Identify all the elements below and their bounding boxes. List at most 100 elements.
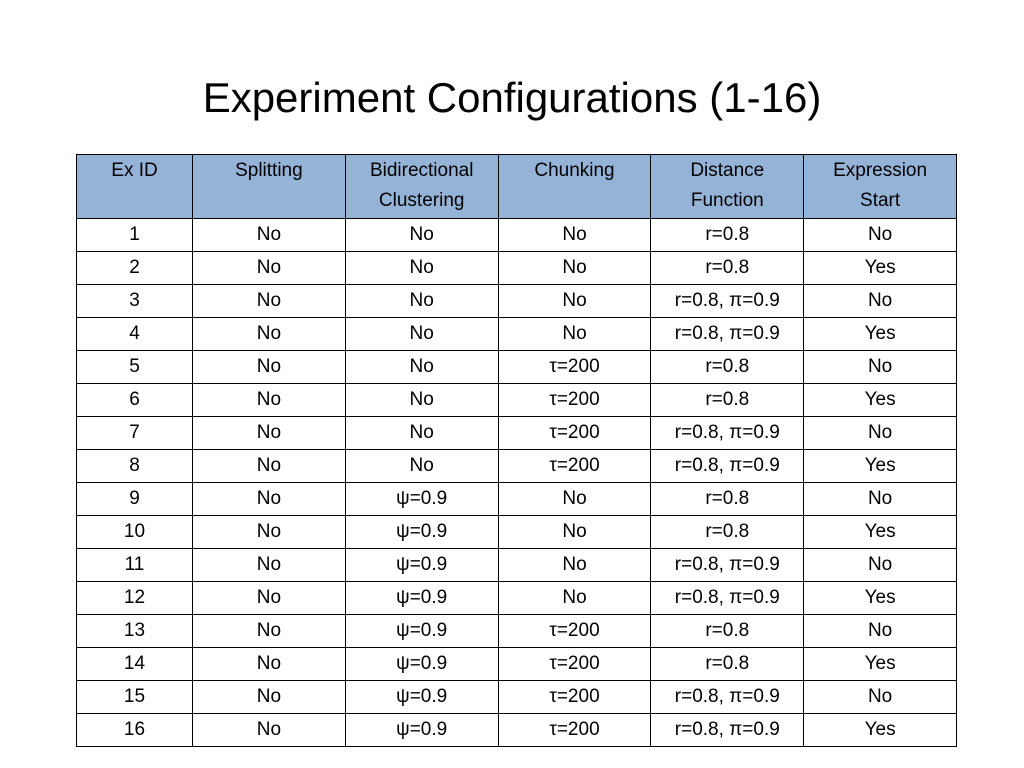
cell-splitting: No [192, 284, 346, 318]
cell-distance-function: r=0.8, π=0.9 [650, 548, 805, 582]
header-bidirectional-clustering-line-2: Clustering [378, 190, 465, 211]
cell-bidirectional-clustering: ψ=0.9 [344, 614, 499, 648]
table-row: 14 No ψ=0.9 τ=200 r=0.8 Yes [76, 647, 957, 681]
cell-expression-start: Yes [803, 449, 957, 483]
cell-expression-start: No [803, 218, 957, 252]
cell-chunking: No [497, 515, 652, 549]
cell-chunking: τ=200 [497, 647, 652, 681]
cell-ex-id: 5 [76, 350, 193, 384]
cell-splitting: No [192, 548, 346, 582]
cell-chunking: τ=200 [497, 449, 652, 483]
cell-splitting: No [192, 218, 346, 252]
header-expression-start: Expression Start [803, 154, 957, 219]
cell-bidirectional-clustering: No [344, 317, 499, 351]
cell-bidirectional-clustering: ψ=0.9 [344, 515, 499, 549]
header-bidirectional-clustering-line-1: Bidirectional [369, 160, 474, 181]
cell-expression-start: Yes [803, 647, 957, 681]
cell-ex-id: 8 [76, 449, 193, 483]
table-row: 6 No No τ=200 r=0.8 Yes [76, 383, 957, 417]
cell-bidirectional-clustering: No [344, 251, 499, 285]
cell-distance-function: r=0.8 [650, 383, 805, 417]
table-row: 11 No ψ=0.9 No r=0.8, π=0.9 No [76, 548, 957, 582]
cell-ex-id: 4 [76, 317, 193, 351]
cell-bidirectional-clustering: No [344, 284, 499, 318]
cell-expression-start: No [803, 416, 957, 450]
table-row: 7 No No τ=200 r=0.8, π=0.9 No [76, 416, 957, 450]
cell-chunking: No [497, 482, 652, 516]
cell-expression-start: No [803, 680, 957, 714]
table-row: 3 No No No r=0.8, π=0.9 No [76, 284, 957, 318]
cell-distance-function: r=0.8, π=0.9 [650, 449, 805, 483]
cell-splitting: No [192, 449, 346, 483]
cell-bidirectional-clustering: ψ=0.9 [344, 713, 499, 747]
table-row: 12 No ψ=0.9 No r=0.8, π=0.9 Yes [76, 581, 957, 615]
cell-chunking: τ=200 [497, 713, 652, 747]
cell-chunking: τ=200 [497, 383, 652, 417]
header-splitting-line-1: Splitting [235, 160, 303, 181]
cell-ex-id: 10 [76, 515, 193, 549]
cell-bidirectional-clustering: ψ=0.9 [344, 647, 499, 681]
header-expression-start-line-2: Start [860, 190, 901, 211]
cell-chunking: No [497, 251, 652, 285]
table-body: 1 No No No r=0.8 No 2 No No No r=0.8 Yes 3 No No No r=0.… [76, 218, 957, 747]
cell-bidirectional-clustering: ψ=0.9 [344, 548, 499, 582]
cell-chunking: No [497, 581, 652, 615]
cell-expression-start: No [803, 614, 957, 648]
cell-expression-start: Yes [803, 581, 957, 615]
cell-splitting: No [192, 416, 346, 450]
cell-ex-id: 11 [76, 548, 193, 582]
header-distance-function-line-2: Function [690, 190, 764, 211]
cell-chunking: No [497, 218, 652, 252]
table-row: 15 No ψ=0.9 τ=200 r=0.8, π=0.9 No [76, 680, 957, 714]
cell-distance-function: r=0.8 [650, 614, 805, 648]
cell-chunking: No [497, 548, 652, 582]
cell-splitting: No [192, 482, 346, 516]
header-splitting: Splitting [192, 154, 346, 219]
cell-distance-function: r=0.8, π=0.9 [650, 317, 805, 351]
table-row: 10 No ψ=0.9 No r=0.8 Yes [76, 515, 957, 549]
cell-splitting: No [192, 713, 346, 747]
cell-ex-id: 13 [76, 614, 193, 648]
cell-expression-start: Yes [803, 713, 957, 747]
table-row: 8 No No τ=200 r=0.8, π=0.9 Yes [76, 449, 957, 483]
table-row: 16 No ψ=0.9 τ=200 r=0.8, π=0.9 Yes [76, 713, 957, 747]
cell-distance-function: r=0.8 [650, 482, 805, 516]
cell-ex-id: 3 [76, 284, 193, 318]
cell-splitting: No [192, 317, 346, 351]
header-chunking: Chunking [497, 154, 652, 219]
cell-chunking: τ=200 [497, 680, 652, 714]
cell-bidirectional-clustering: ψ=0.9 [344, 680, 499, 714]
cell-ex-id: 6 [76, 383, 193, 417]
cell-chunking: No [497, 284, 652, 318]
cell-chunking: τ=200 [497, 416, 652, 450]
cell-expression-start: No [803, 548, 957, 582]
cell-distance-function: r=0.8 [650, 647, 805, 681]
cell-splitting: No [192, 350, 346, 384]
cell-ex-id: 14 [76, 647, 193, 681]
cell-expression-start: No [803, 350, 957, 384]
cell-distance-function: r=0.8 [650, 350, 805, 384]
cell-splitting: No [192, 251, 346, 285]
cell-distance-function: r=0.8, π=0.9 [650, 581, 805, 615]
cell-expression-start: Yes [803, 383, 957, 417]
table-row: 2 No No No r=0.8 Yes [76, 251, 957, 285]
cell-bidirectional-clustering: No [344, 383, 499, 417]
cell-expression-start: Yes [803, 515, 957, 549]
header-bidirectional-clustering: Bidirectional Clustering [344, 154, 499, 219]
cell-chunking: τ=200 [497, 350, 652, 384]
cell-ex-id: 9 [76, 482, 193, 516]
cell-distance-function: r=0.8 [650, 218, 805, 252]
cell-distance-function: r=0.8 [650, 251, 805, 285]
cell-bidirectional-clustering: No [344, 350, 499, 384]
configuration-table: Ex ID Splitting Bidirectional Clustering … [76, 154, 957, 747]
header-ex-id: Ex ID [76, 154, 193, 219]
cell-ex-id: 12 [76, 581, 193, 615]
cell-splitting: No [192, 581, 346, 615]
cell-expression-start: Yes [803, 317, 957, 351]
cell-bidirectional-clustering: ψ=0.9 [344, 581, 499, 615]
table-row: 1 No No No r=0.8 No [76, 218, 957, 252]
cell-ex-id: 2 [76, 251, 193, 285]
cell-ex-id: 16 [76, 713, 193, 747]
cell-splitting: No [192, 647, 346, 681]
slide-title: Experiment Configurations (1-16) [202, 74, 822, 121]
